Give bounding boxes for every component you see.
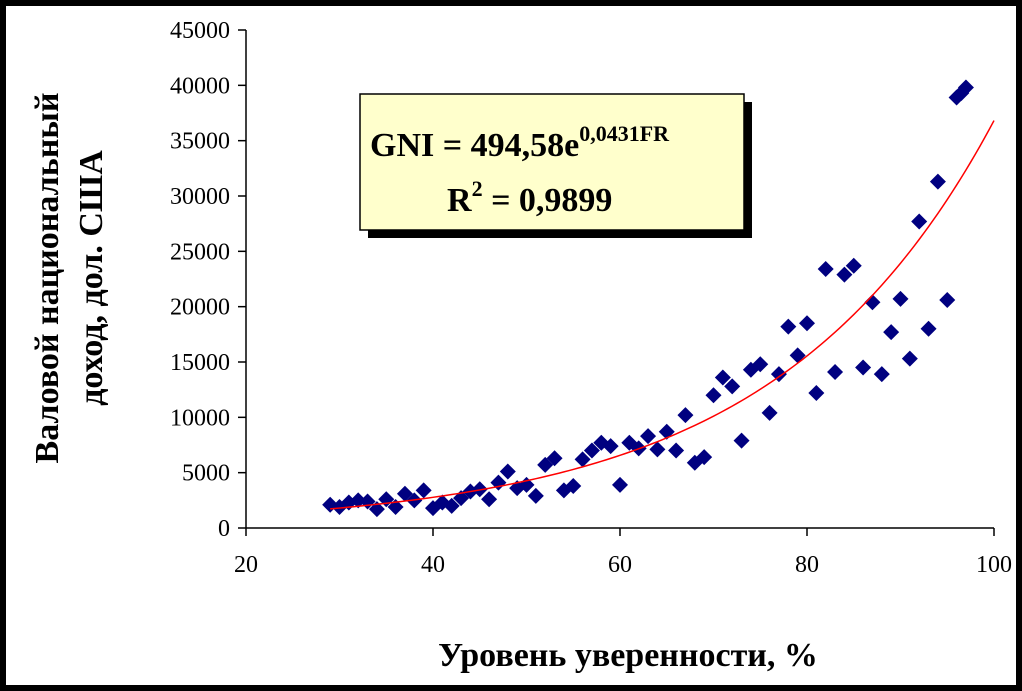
data-point	[714, 369, 731, 386]
data-point	[761, 404, 778, 421]
x-axis-ticks: 20 40 60 80 100	[234, 528, 1012, 578]
data-point	[527, 487, 544, 504]
chart-panel: 20 40 60 80 100 0 5000 10000 15000 20000 25000 300…	[6, 6, 1016, 685]
equation-exponent: 0,0431FR	[579, 121, 670, 146]
data-point	[855, 359, 872, 376]
data-point	[649, 441, 666, 458]
data-point	[780, 318, 797, 335]
scatter-chart: 20 40 60 80 100 0 5000 10000 15000 20000 25000 300…	[29, 18, 1012, 674]
data-point	[808, 384, 825, 401]
y-tick-label: 0	[218, 516, 230, 542]
y-tick-label: 5000	[182, 461, 230, 487]
data-point	[677, 407, 694, 424]
data-point	[415, 482, 432, 499]
y-tick-label: 15000	[170, 350, 230, 376]
data-point	[724, 378, 741, 395]
data-point	[911, 213, 928, 230]
data-point	[817, 261, 834, 278]
data-point	[565, 477, 582, 494]
y-axis-title-line2: доход, дол. США	[73, 150, 110, 406]
data-point	[864, 294, 881, 311]
y-axis-title-line1: Валовой национальный	[29, 93, 66, 464]
x-axis-title: Уровень уверенности, %	[438, 637, 818, 674]
r-squared-superscript: 2	[472, 176, 483, 201]
data-point	[920, 320, 937, 337]
r-squared-line: R2 = 0,9899	[447, 176, 612, 219]
data-point	[350, 492, 367, 509]
data-point	[583, 442, 600, 459]
y-tick-label: 30000	[170, 184, 230, 210]
data-point	[668, 442, 685, 459]
data-point	[612, 476, 628, 493]
x-tick-label: 80	[795, 552, 819, 578]
y-axis-ticks: 0 5000 10000 15000 20000 25000 30000 35000 40000…	[170, 18, 246, 542]
data-point	[443, 497, 460, 514]
data-point	[901, 350, 918, 367]
y-tick-label: 20000	[170, 295, 230, 321]
equation-annotation: GNI = 494,58e0,0431FR R2 = 0,9899	[359, 93, 752, 238]
trendline	[330, 120, 995, 510]
data-point	[481, 491, 498, 508]
data-point	[883, 324, 900, 341]
y-tick-label: 40000	[170, 73, 230, 99]
data-point	[799, 315, 815, 332]
data-point	[770, 366, 787, 383]
data-points	[322, 79, 974, 518]
y-tick-label: 25000	[170, 239, 230, 265]
data-point	[836, 266, 853, 283]
data-point	[574, 451, 591, 468]
data-point	[733, 432, 750, 449]
r-squared-value: = 0,9899	[483, 182, 613, 219]
data-point	[827, 363, 844, 380]
y-tick-label: 35000	[170, 129, 230, 155]
data-point	[929, 173, 946, 190]
data-point	[752, 356, 769, 373]
data-point	[892, 290, 909, 307]
r-squared-label: R	[447, 182, 472, 219]
data-point	[499, 463, 516, 480]
x-tick-label: 100	[976, 552, 1012, 578]
equation-line: GNI = 494,58e0,0431FR	[370, 121, 670, 164]
data-point	[640, 428, 657, 445]
equation-base: GNI = 494,58e	[370, 127, 579, 164]
x-tick-label: 20	[234, 552, 258, 578]
data-point	[957, 79, 974, 96]
equation-box	[359, 93, 745, 231]
data-point	[939, 292, 956, 309]
data-point	[873, 366, 890, 383]
data-point	[696, 449, 713, 466]
y-tick-label: 10000	[170, 405, 230, 431]
y-tick-label: 45000	[170, 18, 230, 44]
y-axis-title: Валовой национальный доход, дол. США	[29, 93, 110, 464]
data-point	[789, 347, 806, 364]
x-tick-label: 60	[608, 552, 632, 578]
data-point	[845, 257, 862, 274]
data-point	[546, 450, 563, 467]
data-point	[602, 438, 619, 455]
data-point	[705, 387, 722, 404]
x-tick-label: 40	[421, 552, 445, 578]
data-point	[518, 476, 535, 493]
